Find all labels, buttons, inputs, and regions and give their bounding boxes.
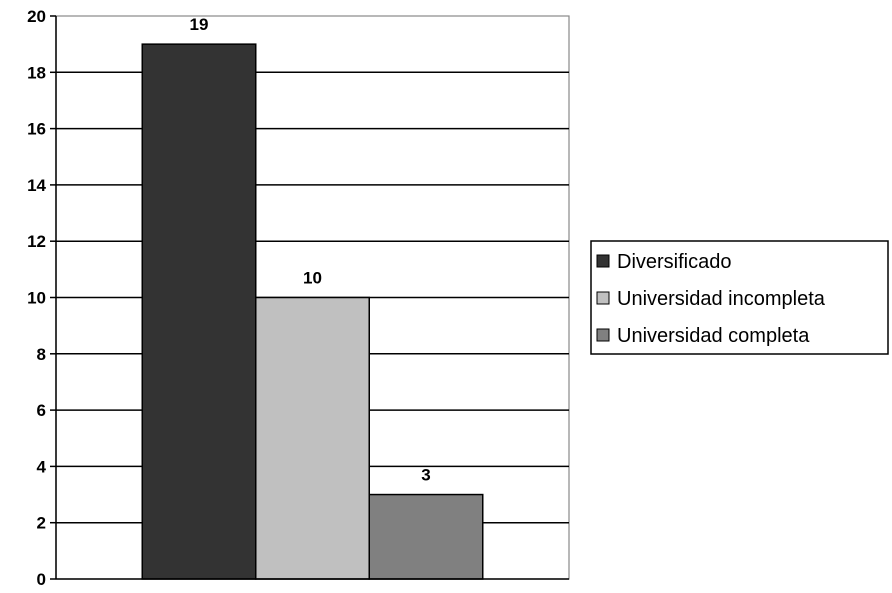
bars bbox=[141, 43, 484, 580]
legend-swatch bbox=[596, 328, 610, 342]
bar-universidad-incompleta bbox=[255, 296, 370, 580]
legend-swatch bbox=[596, 254, 610, 268]
y-tick-label: 20 bbox=[27, 7, 46, 26]
y-tick-label: 0 bbox=[37, 570, 46, 588]
legend-label: Universidad incompleta bbox=[617, 288, 826, 310]
y-tick-label: 16 bbox=[27, 120, 46, 139]
y-tick-label: 4 bbox=[37, 457, 47, 476]
y-tick-label: 10 bbox=[27, 289, 46, 308]
bar-diversificado bbox=[141, 43, 257, 580]
y-tick-label: 12 bbox=[27, 232, 46, 251]
y-tick-label: 2 bbox=[37, 514, 46, 533]
data-label: 3 bbox=[421, 466, 430, 485]
y-tick-label: 8 bbox=[37, 345, 46, 364]
legend-label: Diversificado bbox=[617, 251, 731, 273]
bar-universidad-completa bbox=[368, 493, 484, 580]
legend-box bbox=[590, 240, 889, 355]
data-label: 19 bbox=[190, 15, 209, 34]
y-tick-label: 18 bbox=[27, 63, 46, 82]
y-tick-label: 14 bbox=[27, 176, 46, 195]
axes: 0 2 4 6 8 10 12 14 16 18 20 bbox=[27, 7, 569, 589]
legend-swatch bbox=[596, 291, 610, 305]
y-tick-label: 6 bbox=[37, 401, 46, 420]
data-label: 10 bbox=[303, 269, 322, 288]
legend: Diversificado Universidad incompleta Unive… bbox=[590, 240, 889, 355]
data-labels: 19 10 3 bbox=[190, 15, 431, 484]
legend-label: Universidad completa bbox=[617, 325, 810, 347]
